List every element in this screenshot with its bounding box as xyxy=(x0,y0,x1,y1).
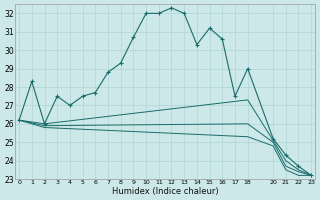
X-axis label: Humidex (Indice chaleur): Humidex (Indice chaleur) xyxy=(112,187,219,196)
